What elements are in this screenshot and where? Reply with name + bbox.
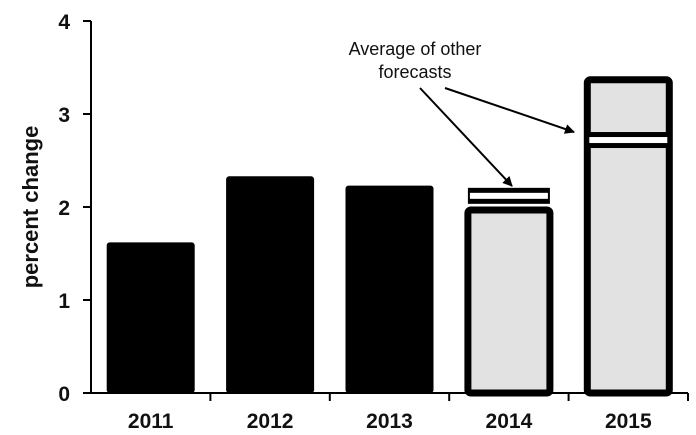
y-axis-title: percent change <box>18 126 43 289</box>
x-tick-label: 2014 <box>486 410 533 433</box>
x-tick-label: 2011 <box>128 410 174 433</box>
annotation-arrow-2014 <box>419 87 513 187</box>
x-tick-label: 2015 <box>605 410 652 433</box>
y-tick-label: 2 <box>58 197 70 220</box>
annotation-line-1: Average of other <box>349 39 482 59</box>
y-tick-label: 1 <box>58 290 70 313</box>
bar-2015 <box>583 76 673 397</box>
annotation-arrow-2015 <box>444 87 575 134</box>
bar-2011 <box>106 242 195 393</box>
x-tick-label: 2012 <box>247 410 294 433</box>
bar-2013 <box>345 185 434 393</box>
bar-2012 <box>226 176 315 393</box>
y-tick-label: 4 <box>58 11 70 34</box>
average-marker-2015 <box>589 137 668 144</box>
y-tick-label: 0 <box>58 383 70 406</box>
x-tick-label: 2013 <box>366 410 413 433</box>
bar-2014 <box>464 206 554 397</box>
y-tick-label: 3 <box>58 104 70 127</box>
average-marker-2014 <box>469 192 548 199</box>
annotation-line-2: forecasts <box>378 62 451 82</box>
